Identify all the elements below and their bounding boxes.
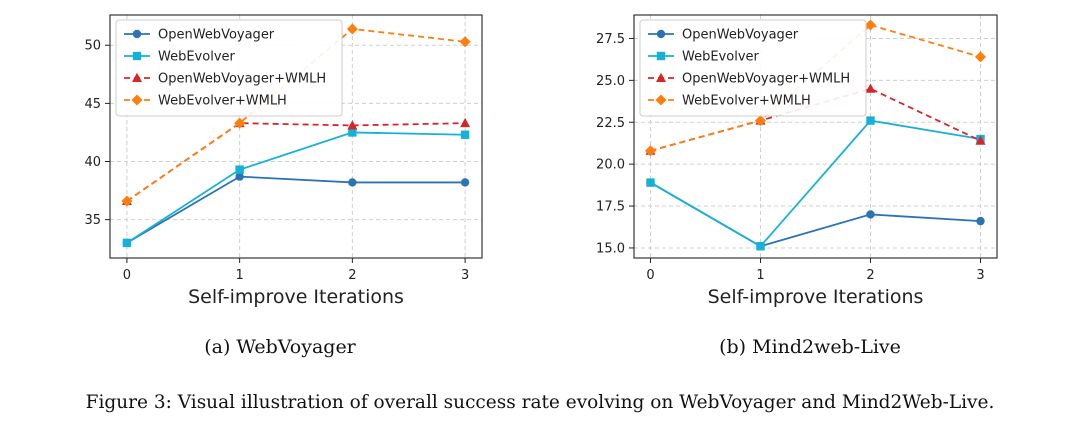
data-point	[866, 116, 875, 125]
series-openwebvoyager	[646, 178, 985, 251]
data-point	[121, 195, 133, 207]
y-tick-label: 45	[84, 97, 101, 112]
data-point	[975, 135, 986, 145]
x-tick-label: 0	[123, 268, 131, 283]
legend-entry: OpenWebVoyager	[158, 28, 275, 43]
data-point	[346, 23, 358, 35]
figure-caption: Figure 3: Visual illustration of overall…	[86, 392, 995, 413]
data-point	[459, 36, 471, 48]
data-point	[235, 165, 244, 174]
data-point	[122, 238, 132, 248]
series-line	[650, 181, 981, 248]
x-tick-label: 2	[348, 268, 356, 283]
x-tick-label: 1	[756, 268, 764, 283]
legend-entry: OpenWebVoyager+WMLH	[682, 72, 850, 87]
legend-marker	[655, 94, 667, 106]
data-point	[865, 83, 876, 93]
x-tick-label: 1	[235, 268, 243, 283]
y-tick-label: 40	[84, 155, 101, 170]
data-point	[975, 51, 986, 63]
data-point	[865, 19, 876, 31]
series-webevolver	[122, 128, 470, 248]
series-openwebvoyager	[122, 172, 470, 248]
data-point	[646, 178, 655, 187]
legend-marker	[656, 29, 666, 39]
x-axis-label: Self-improve Iterations	[188, 286, 404, 308]
series-line	[126, 122, 466, 202]
legend-entry: WebEvolver	[158, 50, 236, 65]
data-point	[348, 178, 357, 187]
data-point	[235, 172, 244, 181]
y-tick-label: 15.0	[596, 241, 625, 256]
legend-entry: OpenWebVoyager	[682, 28, 799, 43]
legend-marker	[131, 94, 143, 106]
data-point	[645, 145, 656, 157]
data-point	[756, 242, 765, 251]
subfigure-caption: (a) WebVoyager	[204, 336, 356, 358]
data-point	[234, 117, 246, 129]
data-point	[976, 216, 985, 226]
series-line	[126, 175, 466, 244]
legend-entry: OpenWebVoyager+WMLH	[158, 72, 326, 87]
y-tick-label: 27.5	[596, 32, 625, 47]
legend-entry: WebEvolver	[682, 50, 760, 65]
x-tick-label: 0	[646, 268, 654, 283]
chart-panel-webvoyager: 0 1 2 335404550OpenWebVoyagerWebEvolverOpen…	[84, 14, 483, 358]
legend-marker	[132, 29, 142, 39]
data-point	[460, 130, 470, 139]
data-point	[460, 178, 470, 187]
plot-frame	[109, 14, 483, 259]
legend-marker	[132, 72, 142, 82]
x-tick-label: 3	[976, 268, 984, 283]
data-point	[347, 120, 358, 130]
chart-panel-mind2web-live: 0 1 2 3 15.0 17.5 20.0 22.5 25.0 27.5 OpenWebVoyag…	[596, 14, 998, 358]
series-line	[126, 131, 466, 244]
legend: OpenWebVoyager WebEvolver OpenWebVoyager+W…	[639, 19, 867, 117]
y-tick-label: 25.0	[596, 74, 625, 89]
legend-box	[639, 19, 867, 117]
data-point	[755, 115, 766, 127]
legend-box	[115, 19, 343, 117]
y-tick-label: 50	[84, 39, 101, 54]
y-tick-label: 35	[84, 213, 101, 228]
legend-marker	[132, 51, 142, 61]
y-tick-label: 22.5	[596, 116, 625, 131]
legend-entry: WebEvolver+WMLH	[682, 94, 811, 109]
series-webevolver-wmlh	[645, 19, 986, 157]
x-tick-label: 3	[461, 268, 469, 283]
legend-entry: WebEvolver+WMLH	[158, 94, 287, 109]
legend-marker	[656, 51, 666, 61]
legend: OpenWebVoyager WebEvolver OpenWebVoyager+W…	[115, 19, 343, 117]
y-tick-label: 17.5	[596, 200, 625, 215]
series-line	[650, 119, 981, 248]
data-point	[348, 128, 357, 137]
plot-frame	[633, 14, 998, 259]
y-tick-label: 20.0	[596, 158, 625, 173]
x-tick-label: 2	[866, 268, 874, 283]
x-axis-label: Self-improve Iterations	[708, 286, 924, 308]
subfigure-caption: (b) Mind2web-Live	[719, 336, 901, 358]
data-point	[460, 117, 471, 128]
legend-marker	[656, 72, 666, 82]
data-point	[866, 210, 875, 219]
